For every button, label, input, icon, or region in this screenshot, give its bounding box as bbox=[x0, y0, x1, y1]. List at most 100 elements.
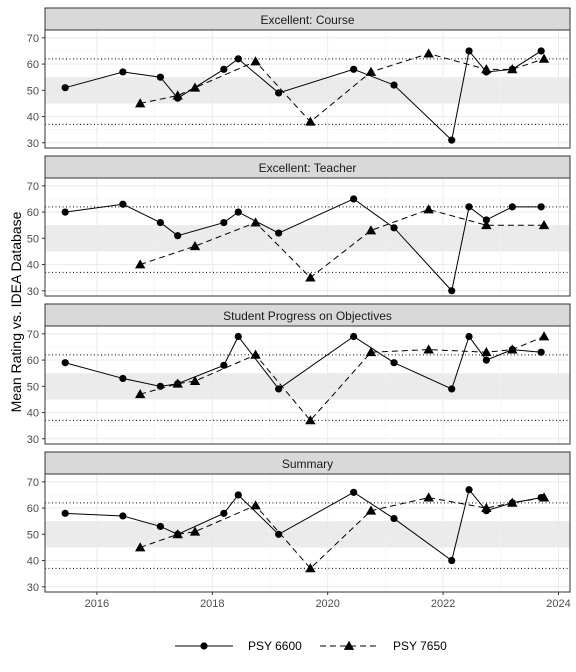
data-point bbox=[508, 203, 516, 211]
data-point bbox=[423, 492, 434, 502]
data-point bbox=[305, 563, 316, 573]
data-point bbox=[390, 224, 398, 232]
data-point bbox=[189, 526, 201, 536]
data-point bbox=[365, 225, 377, 235]
data-point bbox=[507, 344, 518, 354]
panel-frame bbox=[44, 177, 571, 297]
x-tick-label: 2024 bbox=[546, 598, 570, 610]
data-point bbox=[481, 220, 492, 230]
panel-title: Excellent: Course bbox=[260, 13, 354, 27]
panel-3: Student Progress on Objectives 30 40 50 60 70 bbox=[27, 303, 571, 446]
y-tick-label: 60 bbox=[27, 59, 39, 71]
series-psy-7650 bbox=[134, 48, 550, 126]
data-point bbox=[172, 529, 183, 539]
data-point bbox=[350, 65, 358, 73]
data-point bbox=[119, 68, 127, 76]
data-point bbox=[172, 90, 183, 100]
data-point bbox=[365, 347, 377, 357]
data-point bbox=[507, 64, 518, 74]
panel-title: Student Progress on Objectives bbox=[223, 309, 392, 323]
data-point bbox=[174, 232, 182, 240]
data-point bbox=[250, 349, 261, 359]
panel-frame bbox=[44, 473, 571, 593]
data-point bbox=[234, 208, 242, 216]
data-point bbox=[189, 375, 201, 385]
y-tick-label: 50 bbox=[27, 381, 39, 393]
data-point bbox=[390, 514, 398, 523]
y-tick-label: 70 bbox=[27, 329, 39, 341]
series-line bbox=[140, 336, 545, 422]
series-psy-7650 bbox=[134, 204, 550, 282]
y-tick-label: 30 bbox=[27, 138, 39, 150]
data-point bbox=[189, 240, 201, 251]
data-point bbox=[220, 218, 228, 227]
data-point bbox=[189, 82, 201, 92]
data-point bbox=[365, 66, 377, 76]
y-tick-label: 60 bbox=[27, 503, 39, 515]
panel-title: Summary bbox=[282, 457, 333, 471]
panel-frame bbox=[44, 325, 571, 445]
data-point bbox=[119, 374, 127, 383]
data-point bbox=[537, 47, 545, 55]
data-point bbox=[250, 500, 261, 510]
panel-frame bbox=[44, 29, 571, 149]
panel-2: Excellent: Teacher 30 40 50 60 70 bbox=[27, 155, 571, 298]
y-tick-label: 50 bbox=[27, 85, 39, 97]
data-point bbox=[119, 200, 127, 208]
data-point bbox=[275, 229, 283, 237]
x-tick-label: 2020 bbox=[315, 598, 339, 610]
data-point bbox=[481, 347, 492, 357]
data-point bbox=[465, 47, 473, 55]
data-point bbox=[134, 542, 146, 552]
data-point bbox=[423, 204, 434, 214]
data-point bbox=[465, 203, 473, 211]
data-point bbox=[234, 55, 242, 63]
y-tick-label: 40 bbox=[27, 556, 39, 568]
data-point bbox=[61, 208, 69, 216]
y-tick-label: 60 bbox=[27, 355, 39, 367]
data-point bbox=[234, 332, 242, 341]
data-point bbox=[481, 502, 492, 512]
y-tick-label: 40 bbox=[27, 408, 39, 420]
y-tick-label: 50 bbox=[27, 529, 39, 541]
y-tick-label: 40 bbox=[27, 112, 39, 124]
legend: PSY 6600 PSY 7650 bbox=[175, 639, 447, 653]
data-point bbox=[538, 492, 550, 502]
legend-triangle-marker bbox=[343, 640, 355, 650]
data-point bbox=[350, 488, 358, 496]
data-point bbox=[482, 216, 490, 224]
data-point bbox=[481, 64, 492, 74]
data-point bbox=[423, 344, 434, 354]
data-point bbox=[250, 56, 261, 66]
panel-4: Summary 30 40 50 60 70 bbox=[27, 451, 571, 594]
legend-label: PSY 7650 bbox=[393, 639, 447, 653]
data-point bbox=[423, 48, 434, 58]
data-point bbox=[390, 359, 398, 367]
series-psy-7650 bbox=[134, 492, 550, 573]
data-point bbox=[537, 348, 545, 356]
data-point bbox=[250, 217, 261, 227]
data-point bbox=[448, 287, 456, 295]
series-line bbox=[140, 497, 545, 570]
y-tick-label: 50 bbox=[27, 233, 39, 245]
y-tick-label: 60 bbox=[27, 207, 39, 219]
data-point bbox=[507, 497, 518, 507]
data-point bbox=[134, 388, 146, 399]
data-point bbox=[220, 65, 228, 73]
data-point bbox=[390, 81, 398, 89]
data-point bbox=[537, 203, 545, 211]
legend-item-psy-7650: PSY 7650 bbox=[320, 639, 447, 653]
data-point bbox=[305, 272, 316, 282]
data-point bbox=[365, 505, 377, 515]
x-tick-label: 2022 bbox=[431, 598, 455, 610]
y-axis-title: Mean Rating vs. IDEA Database bbox=[8, 211, 24, 412]
series-psy-7650 bbox=[134, 331, 550, 425]
data-point bbox=[119, 512, 127, 520]
data-point bbox=[134, 259, 146, 269]
panel-title: Excellent: Teacher bbox=[259, 161, 357, 175]
y-tick-label: 30 bbox=[27, 582, 39, 594]
legend-circle-marker bbox=[200, 642, 208, 650]
data-point bbox=[482, 356, 490, 364]
data-point bbox=[134, 98, 146, 108]
data-point bbox=[538, 53, 550, 63]
